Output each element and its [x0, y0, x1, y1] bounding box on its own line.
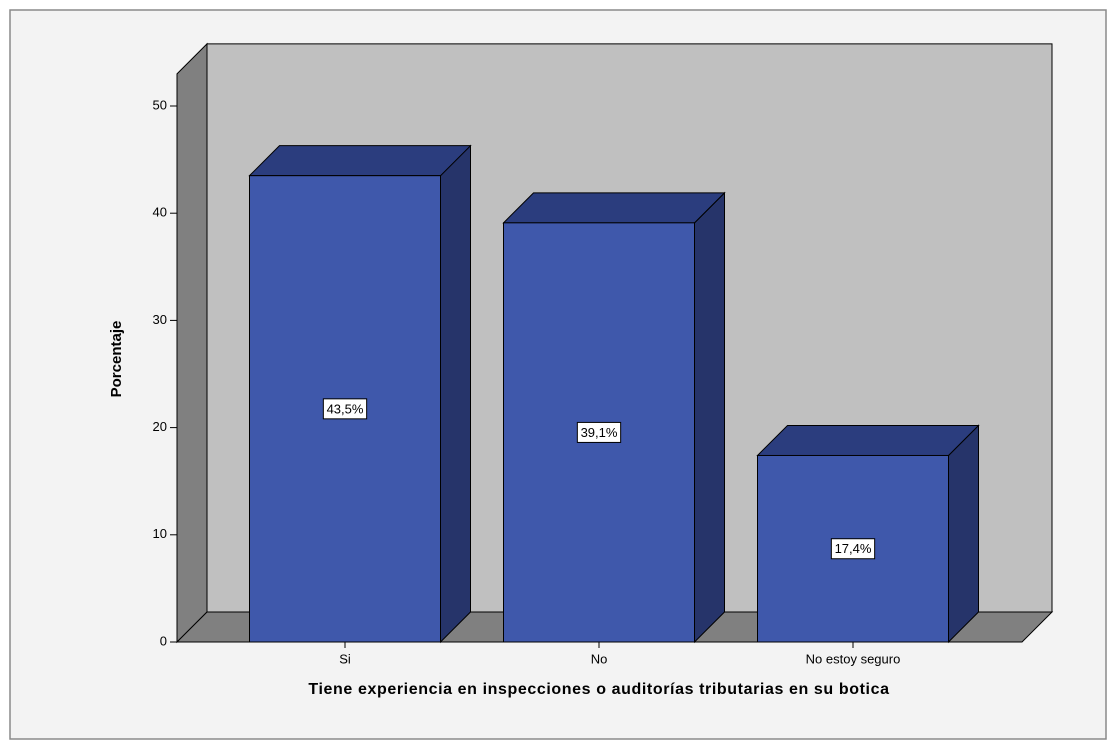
bar-top — [756, 424, 980, 456]
value-label: 39,1% — [581, 425, 618, 440]
plot: 0 10 20 30 40 50 Si 43,5% No 39,1% No estoy seguro… — [153, 42, 1054, 666]
x-tick-label: Si — [339, 651, 351, 666]
y-tick-label: 20 — [153, 419, 167, 434]
y-tick-label: 30 — [153, 312, 167, 327]
y-tick-label: 0 — [160, 633, 167, 648]
y-tick-label: 40 — [153, 205, 167, 220]
side-wall — [176, 42, 208, 644]
bar-side — [694, 191, 725, 644]
value-label: 43,5% — [327, 401, 364, 416]
x-tick-label: No estoy seguro — [806, 651, 901, 666]
bar-side — [948, 424, 979, 644]
y-tick-label: 10 — [153, 526, 167, 541]
bar-top — [502, 192, 726, 224]
value-label-box — [830, 538, 876, 560]
y-tick-label: 50 — [153, 97, 167, 112]
y-axis-label: Porcentaje — [108, 321, 125, 398]
x-axis-label: Tiene experiencia en inspecciones o audi… — [308, 681, 889, 698]
bar-top — [248, 145, 472, 177]
value-label-box — [322, 398, 368, 420]
value-label: 17,4% — [835, 541, 872, 556]
value-label-box — [576, 421, 622, 443]
bar-side — [440, 144, 471, 644]
x-tick-label: No — [591, 651, 608, 666]
